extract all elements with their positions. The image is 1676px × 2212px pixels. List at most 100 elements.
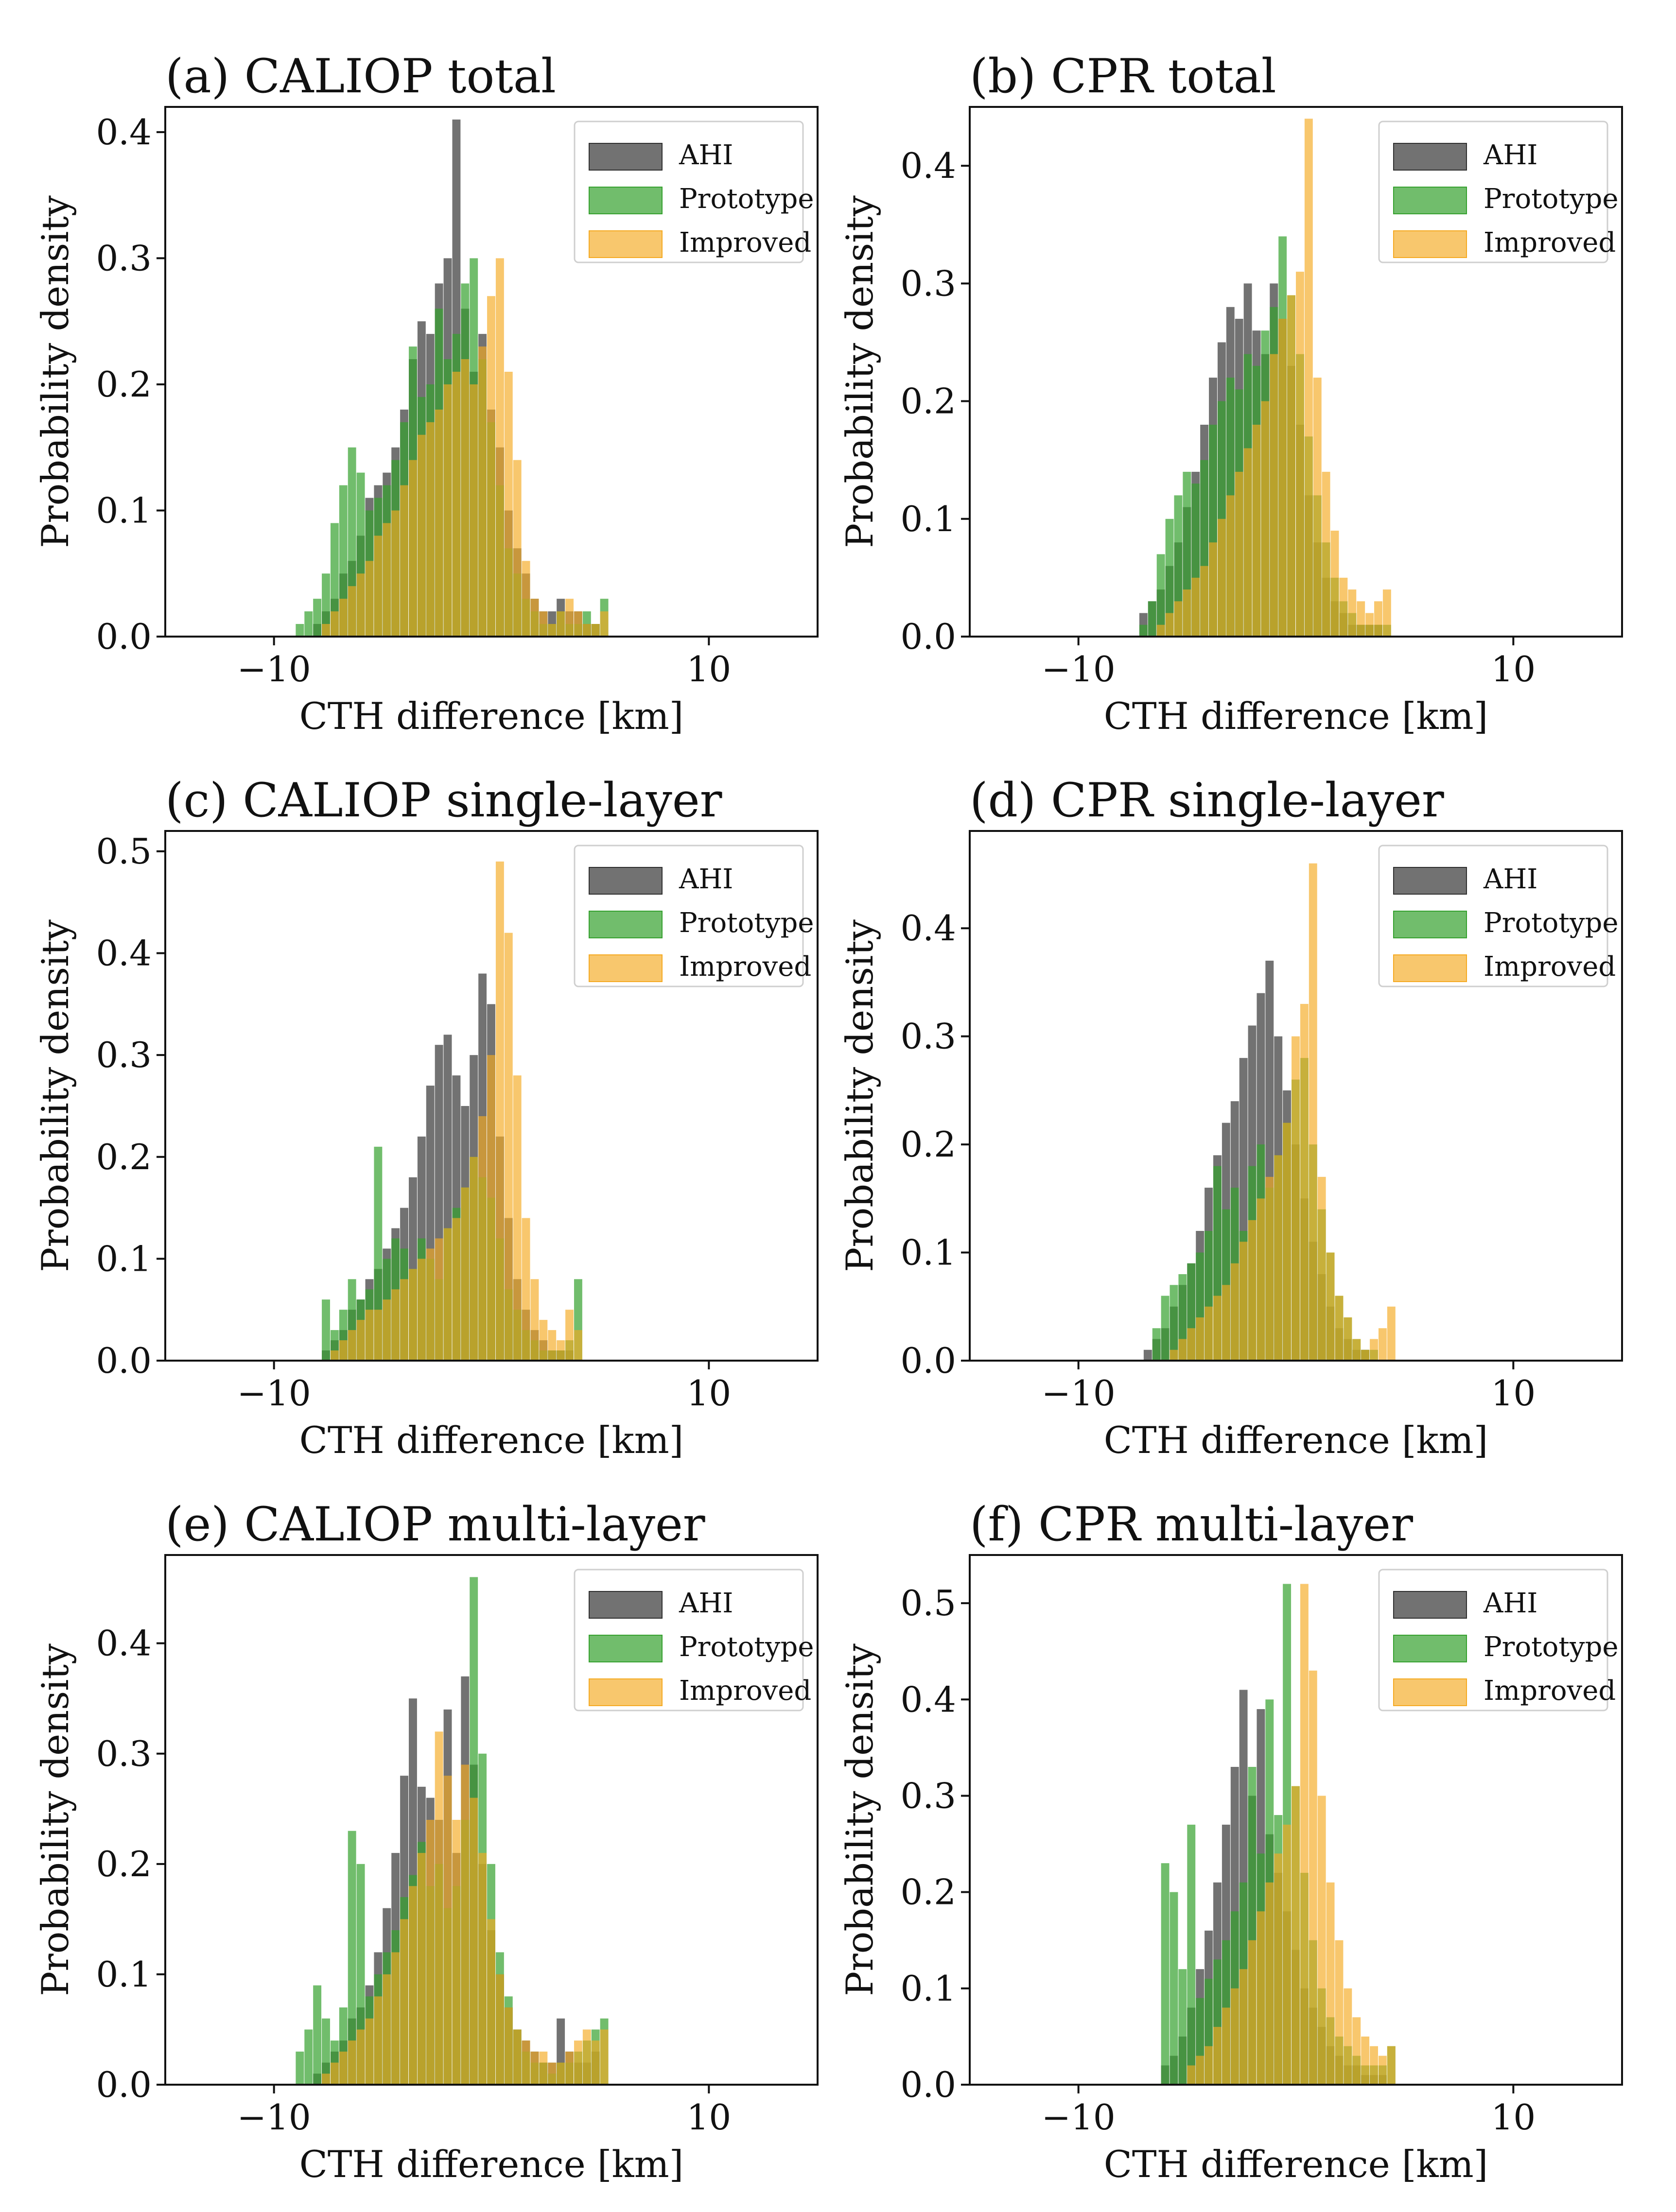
y-tick-label-f-5: 0.5 [900, 1583, 956, 1624]
x-tick-label-f-0: −10 [1042, 2097, 1116, 2138]
x-axis-label-e: CTH difference [km] [299, 2143, 684, 2186]
bar-improved-f-20 [1361, 2036, 1370, 2085]
x-axis-label-b: CTH difference [km] [1104, 694, 1488, 738]
panel-title-c: (c) CALIOP single-layer [165, 773, 722, 828]
bar-improved-c-9 [409, 1269, 417, 1361]
bar-improved-d-20 [1344, 1317, 1352, 1361]
panel-a: (a) CALIOP total 0.0 0.1 0.2 0.3 0.4 −10 10CTH … [34, 49, 819, 738]
legend-swatch-ahi-f [1393, 1591, 1467, 1619]
bar-improved-e-9 [400, 1919, 409, 2085]
bar-improved-b-7 [1217, 518, 1226, 637]
x-axis-label-c: CTH difference [km] [299, 1418, 684, 1462]
bar-improved-e-16 [461, 1764, 470, 2085]
bar-improved-d-23 [1370, 1339, 1378, 1361]
bar-improved-c-14 [452, 1218, 461, 1361]
bar-improved-c-8 [400, 1279, 409, 1361]
bar-improved-c-17 [478, 1116, 487, 1361]
bar-improved-f-7 [1248, 1940, 1257, 2085]
legend-label-prototype-f: Prototype [1484, 1631, 1619, 1663]
bar-prototype-f-2 [1178, 1969, 1187, 2085]
bar-improved-b-16 [1296, 272, 1304, 637]
bars-f [1161, 1584, 1396, 2085]
x-axis-label-d: CTH difference [km] [1104, 1418, 1488, 1462]
legend-label-prototype-c: Prototype [679, 907, 814, 939]
bar-improved-e-5 [365, 2018, 374, 2085]
bar-improved-e-21 [504, 2007, 513, 2085]
x-axis-label-f: CTH difference [km] [1104, 2143, 1488, 2186]
bar-improved-b-22 [1348, 589, 1357, 637]
x-tick-label-a-1: 10 [687, 649, 732, 690]
bar-improved-b-17 [1304, 119, 1313, 637]
bar-improved-e-32 [600, 2029, 609, 2085]
bar-improved-f-16 [1326, 1882, 1335, 2085]
x-tick-label-c-0: −10 [237, 1373, 311, 1414]
bar-prototype-e-6 [348, 1831, 356, 2085]
bar-improved-e-31 [591, 2040, 600, 2085]
bar-improved-d-22 [1361, 1349, 1370, 1361]
bar-improved-b-23 [1357, 601, 1365, 637]
legend-label-ahi-e: AHI [679, 1588, 733, 1619]
axes-frame-d [969, 830, 1623, 1362]
bar-improved-c-2 [348, 1330, 356, 1361]
bar-improved-d-9 [1248, 1220, 1257, 1361]
bar-improved-f-9 [1265, 1882, 1274, 2085]
bar-improved-d-16 [1309, 863, 1317, 1361]
bar-improved-d-7 [1230, 1263, 1239, 1361]
bar-improved-b-15 [1287, 295, 1295, 637]
bar-prototype-a-2 [313, 599, 322, 637]
bar-improved-e-14 [443, 1776, 452, 2085]
bar-improved-f-17 [1335, 1940, 1344, 2085]
bar-improved-b-5 [1200, 566, 1209, 637]
bar-improved-f-13 [1300, 1584, 1309, 2085]
bar-improved-c-7 [391, 1289, 400, 1361]
bar-improved-c-13 [443, 1228, 452, 1361]
legend-swatch-ahi-b [1393, 143, 1467, 171]
y-tick-label-a-0: 0.0 [96, 616, 152, 657]
bar-improved-a-2 [339, 599, 348, 637]
y-tick-label-c-0: 0.0 [96, 1340, 152, 1381]
bar-improved-c-12 [435, 1238, 443, 1361]
legend-label-prototype-e: Prototype [679, 1631, 814, 1663]
legend-swatch-prototype-a [589, 187, 663, 214]
y-tick-label-e-1: 0.1 [96, 1954, 152, 1995]
legend-label-improved-d: Improved [1484, 951, 1616, 983]
legend-label-ahi-d: AHI [1483, 864, 1537, 895]
bar-prototype-b-3 [1165, 518, 1174, 637]
bar-improved-e-18 [478, 1853, 487, 2085]
bar-improved-f-4 [1222, 2007, 1230, 2085]
bar-improved-b-14 [1278, 319, 1287, 637]
legend-label-ahi-b: AHI [1483, 139, 1537, 171]
bar-improved-c-24 [539, 1320, 548, 1361]
legend-label-improved-e: Improved [679, 1675, 811, 1707]
bar-improved-e-13 [435, 1731, 443, 2085]
bar-improved-e-17 [470, 1797, 478, 2085]
bar-improved-c-0 [330, 1350, 339, 1361]
legend-label-prototype-d: Prototype [1484, 907, 1619, 939]
bar-improved-b-24 [1365, 613, 1374, 637]
y-tick-label-b-4: 0.4 [900, 145, 956, 186]
y-tick-label-d-1: 0.1 [900, 1232, 956, 1273]
y-tick-label-f-4: 0.4 [900, 1679, 956, 1720]
bar-improved-d-11 [1265, 1176, 1274, 1361]
bar-improved-a-7 [383, 523, 391, 637]
x-tick-label-c-1: 10 [687, 1373, 732, 1414]
bar-improved-d-17 [1317, 1176, 1326, 1361]
bar-improved-e-1 [330, 2062, 339, 2085]
bar-improved-e-22 [513, 2029, 522, 2085]
bar-improved-e-2 [339, 2051, 348, 2085]
x-tick-label-b-1: 10 [1491, 649, 1536, 690]
bar-improved-c-1 [339, 1340, 348, 1361]
bar-improved-a-31 [591, 624, 600, 637]
bar-improved-a-12 [426, 422, 435, 637]
bar-improved-a-1 [330, 611, 339, 637]
bar-improved-b-3 [1183, 589, 1191, 637]
y-tick-label-d-2: 0.2 [900, 1124, 956, 1165]
bar-improved-e-8 [391, 1952, 400, 2085]
bar-improved-c-10 [417, 1259, 426, 1361]
y-tick-label-d-3: 0.3 [900, 1016, 956, 1057]
bar-improved-e-10 [409, 1886, 417, 2085]
bar-improved-c-4 [365, 1310, 374, 1361]
axes-frame-b [969, 106, 1623, 638]
